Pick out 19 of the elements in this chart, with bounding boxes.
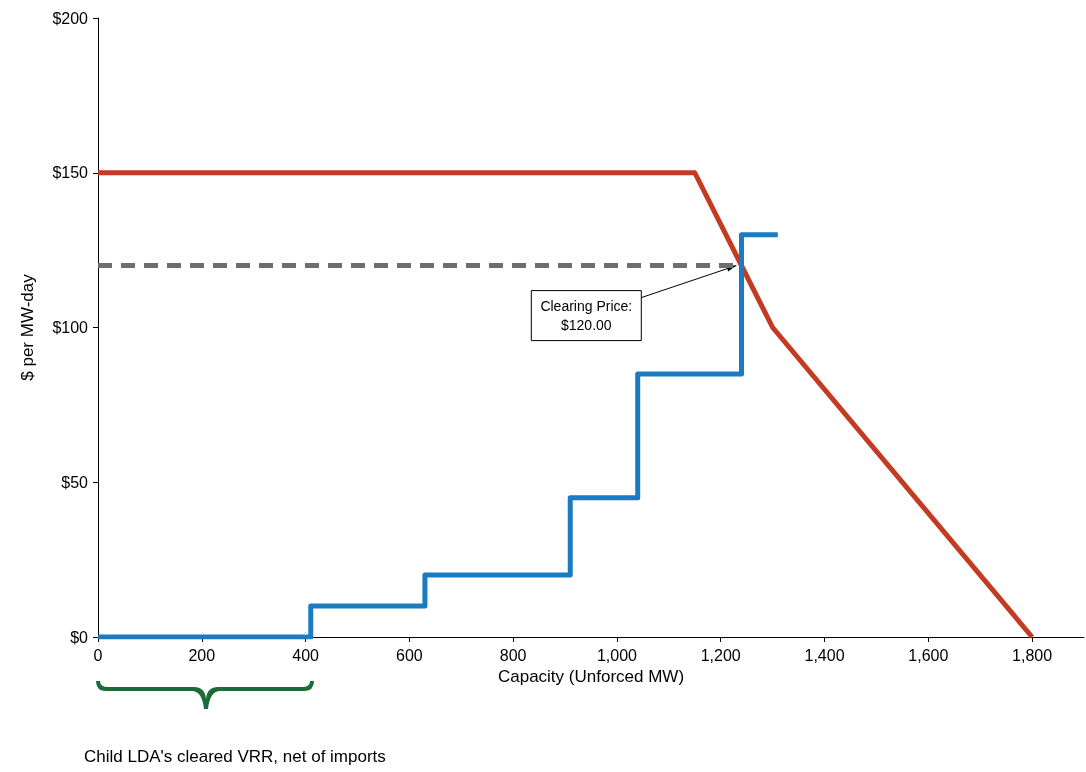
y-axis-title: $ per MW-day [18, 273, 37, 381]
text: Child LDA's cleared VRR, net of imports [84, 747, 386, 766]
x-tick-label: 1,400 [804, 646, 845, 664]
x-tick-label: 1,000 [596, 646, 638, 664]
x-tick-label: 400 [292, 646, 320, 664]
y-tick-label: $150 [52, 164, 89, 182]
x-tick-label: 0 [93, 646, 103, 664]
x-tick-label: 800 [499, 646, 527, 664]
y-tick-label: $100 [52, 319, 89, 336]
x-tick-label: 1,800 [1012, 646, 1053, 664]
x-tick-label: 1,600 [908, 646, 949, 664]
x-tick-label: 600 [396, 646, 423, 664]
y-tick-label: $50 [61, 473, 89, 491]
x-axis-title: Capacity (Unforced MW) [497, 666, 685, 686]
y-tick-label: $200 [52, 9, 89, 27]
x-tick-label: 1,200 [700, 646, 741, 664]
y-tick-label: $0 [70, 628, 89, 646]
x-tick-label: 200 [188, 646, 216, 664]
annotation: Clearing Price: $120.00 [540, 298, 633, 334]
